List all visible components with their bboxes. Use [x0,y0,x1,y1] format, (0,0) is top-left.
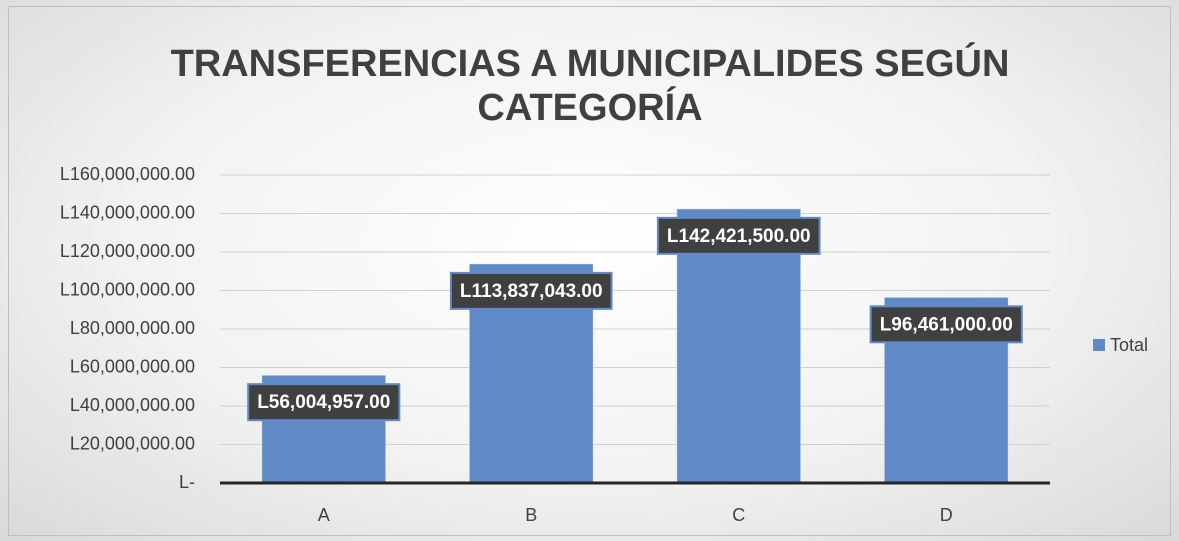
y-tick-label: L80,000,000.00 [70,318,195,338]
data-label-text: L113,837,043.00 [460,281,603,302]
y-tick-label: L160,000,000.00 [60,164,195,184]
y-tick-label: L40,000,000.00 [70,395,195,415]
data-label-text: L56,004,957.00 [257,392,390,413]
x-tick-label: C [732,505,745,525]
legend-label: Total [1110,335,1148,355]
data-label-text: L142,421,500.00 [667,226,811,247]
y-tick-label: L20,000,000.00 [70,433,195,453]
legend-swatch [1093,339,1105,351]
data-label: L142,421,500.00 [656,216,821,255]
y-tick-label: L- [179,472,195,492]
y-tick-label: L60,000,000.00 [70,356,195,376]
data-label-box [656,216,821,255]
y-tick-label: L140,000,000.00 [60,202,195,222]
chart-border [8,6,1171,536]
data-label: L56,004,957.00 [247,383,401,422]
data-label-text: L96,461,000.00 [880,314,1013,335]
x-tick-label: B [525,505,537,525]
data-label-box [247,383,401,422]
x-tick-label: D [940,505,953,525]
x-tick-label: A [318,505,330,525]
y-tick-label: L120,000,000.00 [60,241,195,261]
chart-title: TRANSFERENCIAS A MUNICIPALIDES SEGÚN CAT… [170,43,1010,129]
data-label-box [449,271,613,310]
data-label-box [869,305,1023,344]
data-label: L96,461,000.00 [869,305,1023,344]
y-tick-label: L100,000,000.00 [60,279,195,299]
data-label: L113,837,043.00 [449,271,613,310]
